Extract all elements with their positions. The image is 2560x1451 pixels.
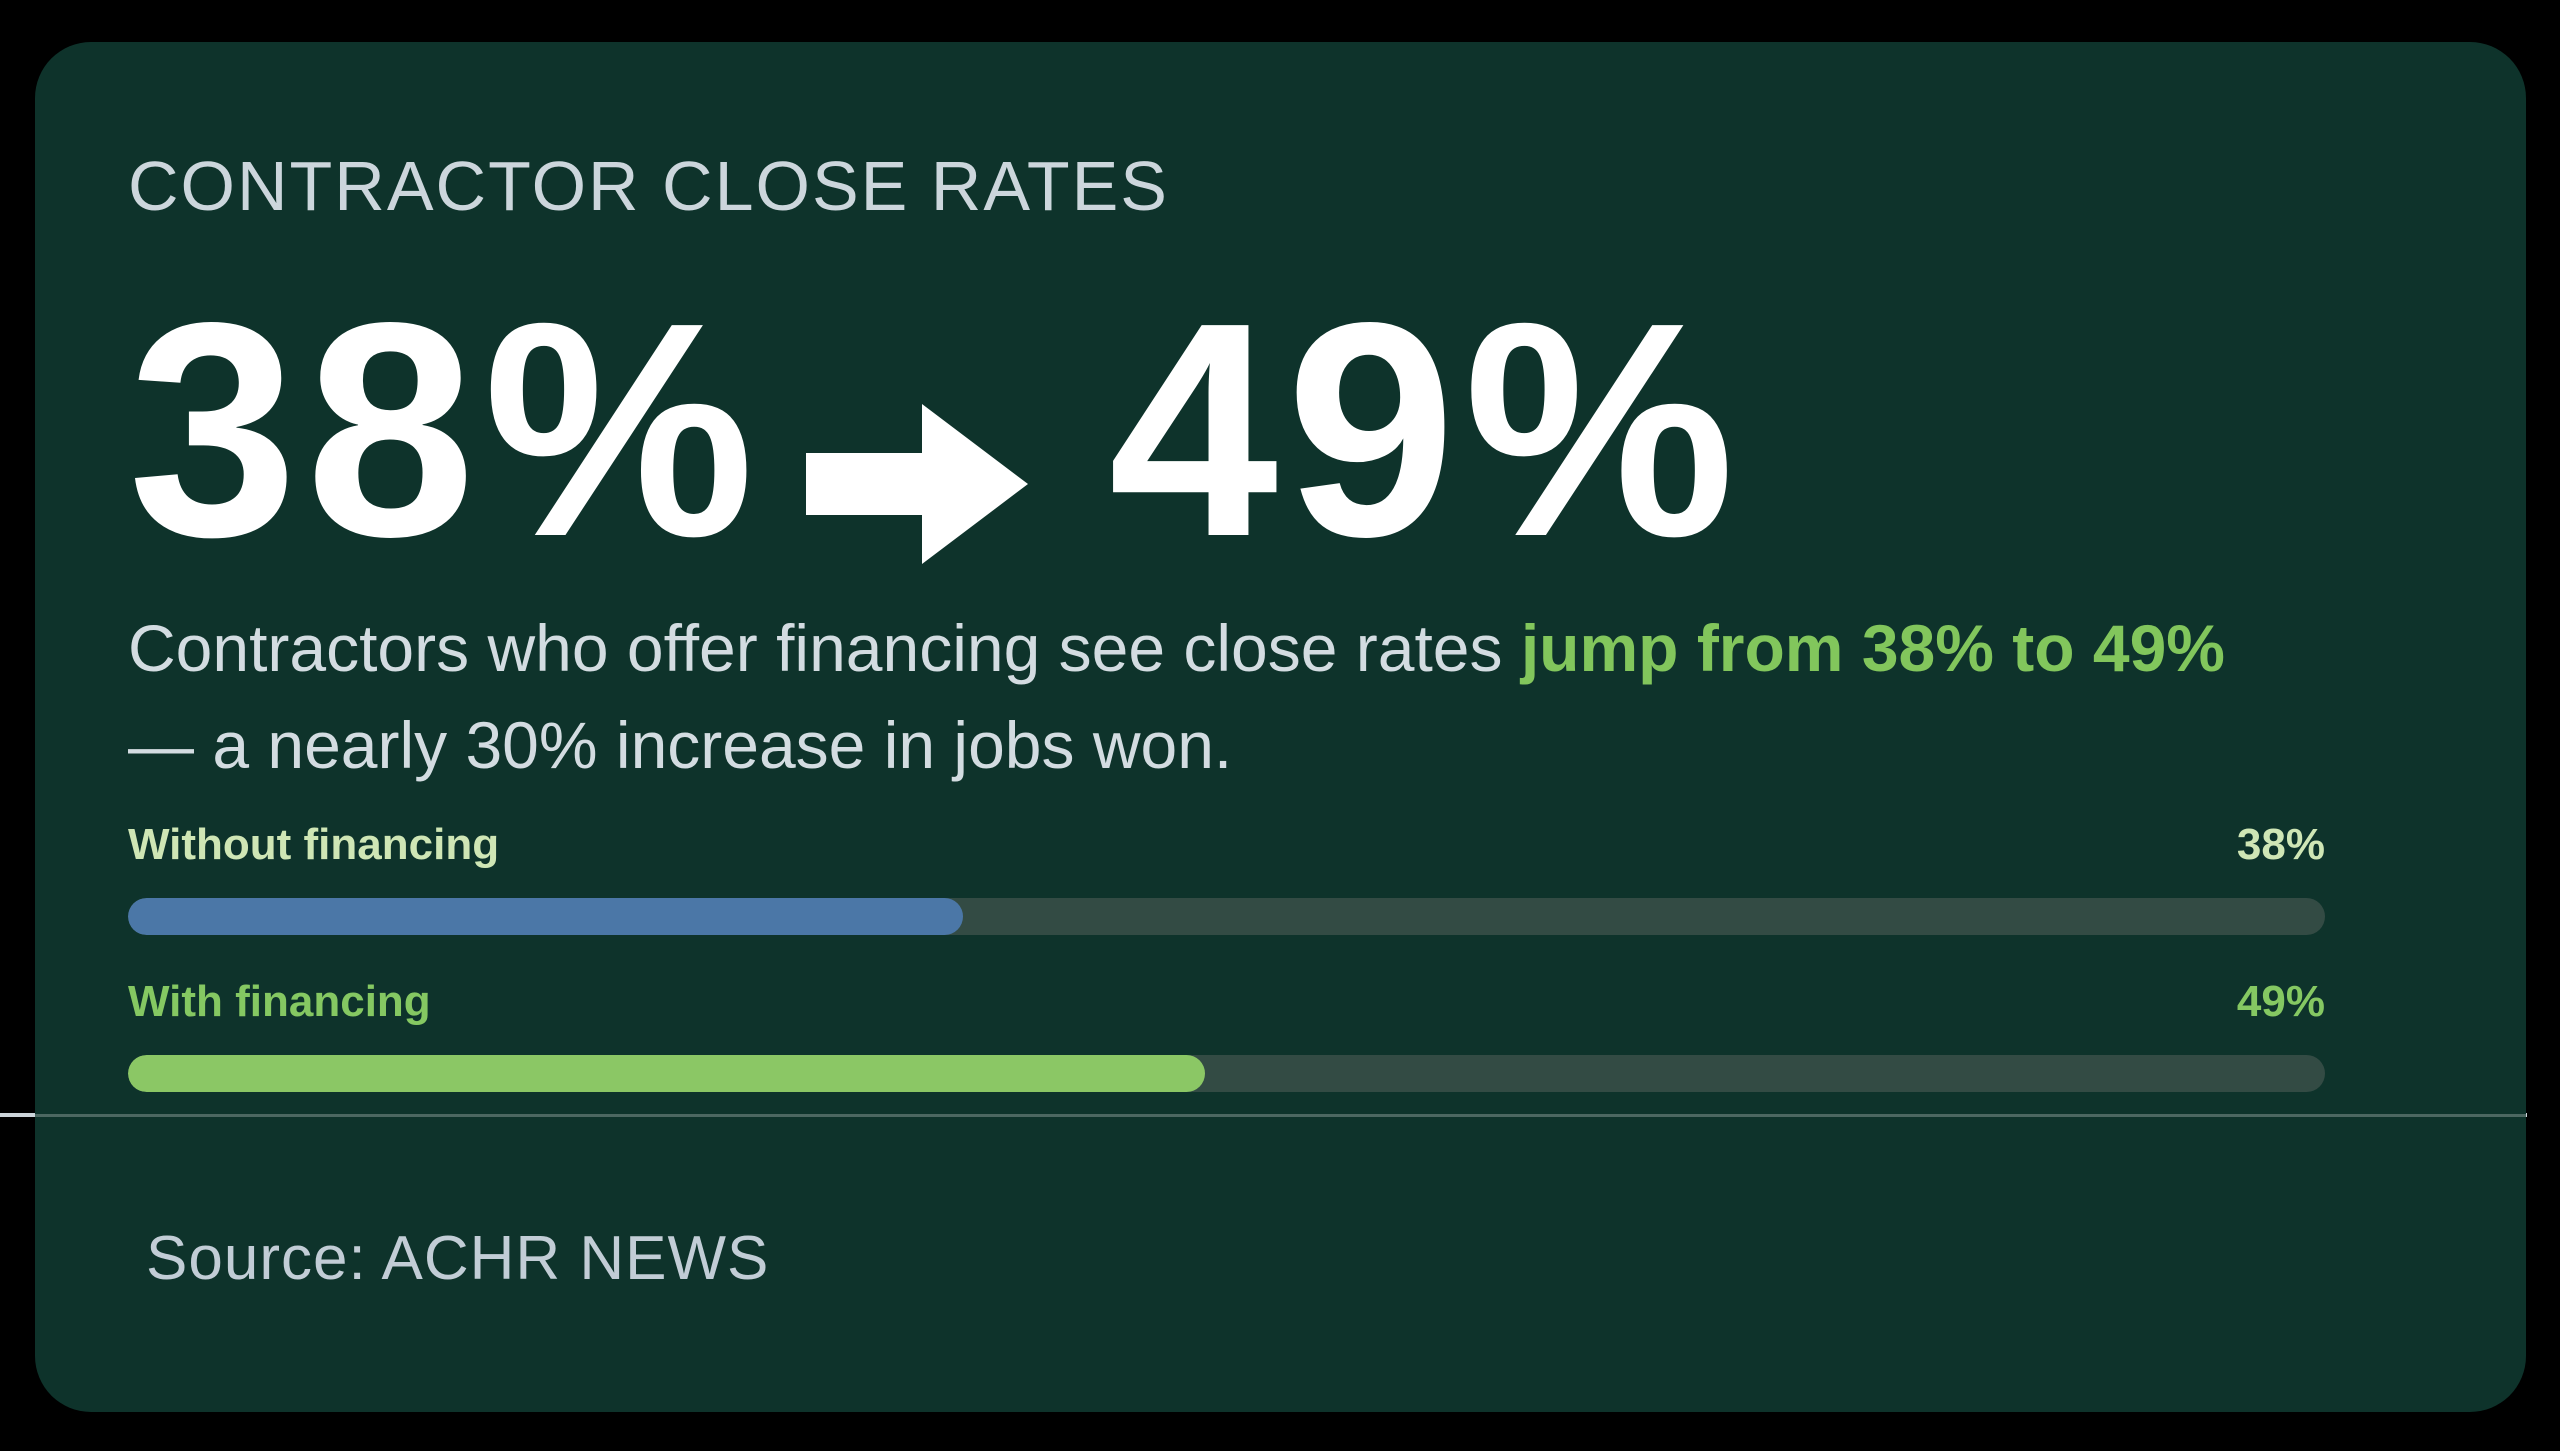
stat-row: 38% 49%	[128, 277, 1743, 582]
description: Contractors who offer financing see clos…	[128, 600, 2428, 794]
bar-label: Without financing	[128, 820, 500, 869]
stat-from: 38%	[128, 259, 763, 600]
margin-line-left	[0, 1113, 37, 1117]
bar-label: With financing	[128, 977, 431, 1026]
arrow-right-icon	[806, 404, 1029, 564]
bar-value: 49%	[2236, 977, 2325, 1026]
description-text: Contractors who offer financing see clos…	[128, 611, 1521, 685]
stat-to: 49%	[1108, 259, 1743, 600]
bar-row-header-without-financing: Without financing 38%	[128, 823, 2325, 867]
description-highlight: jump from 38% to 49%	[1520, 611, 2225, 685]
divider	[35, 1114, 2526, 1117]
bar-fill-with-financing	[128, 1055, 1205, 1092]
description-line-1: Contractors who offer financing see clos…	[128, 600, 2428, 697]
bar-track	[128, 898, 2325, 935]
bar-track	[128, 1055, 2325, 1092]
description-line-2: — a nearly 30% increase in jobs won.	[128, 708, 1233, 782]
bar-value: 38%	[2236, 820, 2325, 869]
source-note: Source: ACHR NEWS	[146, 1224, 770, 1293]
infographic-card: CONTRACTOR CLOSE RATES 38% 49% Contracto…	[35, 42, 2526, 1412]
card-title: CONTRACTOR CLOSE RATES	[128, 147, 1169, 225]
bar-row-header-with-financing: With financing 49%	[128, 980, 2325, 1024]
bar-fill-without-financing	[128, 898, 963, 935]
